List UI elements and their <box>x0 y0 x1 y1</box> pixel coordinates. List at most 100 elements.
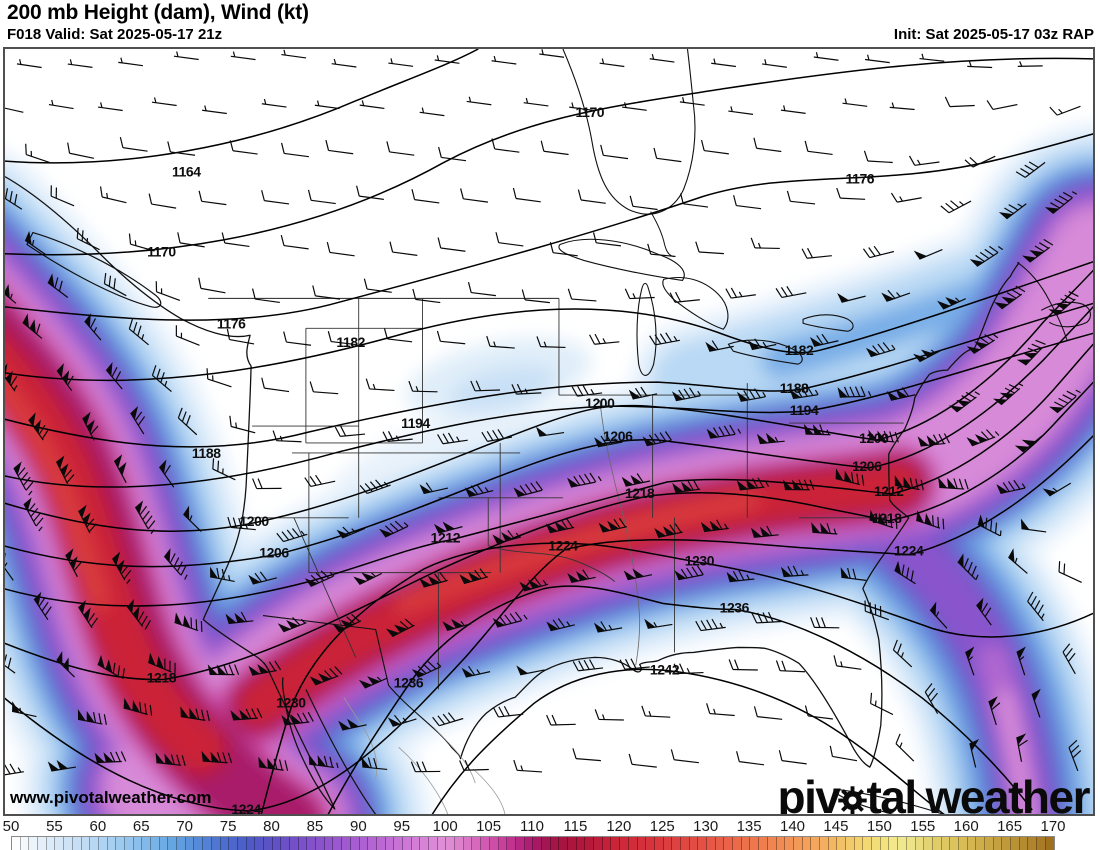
colorbar-cell <box>767 837 777 850</box>
wind-barb <box>572 748 601 762</box>
colorbar-cell <box>498 837 508 850</box>
wind-barb <box>419 571 448 588</box>
colorbar-cell <box>185 837 195 850</box>
wind-barb <box>775 286 807 299</box>
colorbar-cell <box>854 837 864 850</box>
wind-barb <box>594 709 624 721</box>
wind-barb <box>836 187 866 200</box>
colorbar-cell <box>515 837 525 850</box>
colorbar-cell <box>472 837 482 850</box>
wind-barb <box>151 365 172 393</box>
wind-barb <box>711 58 736 68</box>
colorbar-cell <box>46 837 56 850</box>
wind-barb <box>336 526 366 539</box>
wind-barb <box>175 325 200 346</box>
wind-barb <box>976 597 992 626</box>
wind-barb <box>56 651 75 678</box>
wind-barb <box>969 738 980 768</box>
logo-text-weather: weather <box>925 771 1091 816</box>
wind-barb <box>11 701 37 718</box>
wind-barb <box>864 600 889 621</box>
wind-barb <box>966 334 999 355</box>
wind-barb <box>869 509 898 529</box>
contour-label: 1236 <box>394 674 424 690</box>
colorbar-cell <box>29 837 39 850</box>
wind-barb <box>130 405 146 435</box>
contour-label: 1200 <box>239 513 269 529</box>
wind-barb <box>1027 591 1045 622</box>
colorbar-cell <box>133 837 143 850</box>
wind-barb <box>309 381 339 395</box>
wind-barb <box>433 521 463 534</box>
contour-label: 1224 <box>231 801 261 814</box>
wind-barb <box>789 385 819 400</box>
wind-barb <box>589 333 620 345</box>
wind-barb <box>762 59 787 68</box>
colorbar-cell <box>846 837 855 850</box>
wind-barb <box>628 753 657 768</box>
colorbar-cell <box>220 837 230 850</box>
colorbar-cell <box>385 837 395 850</box>
contour-label: 1218 <box>147 669 177 685</box>
wind-barb <box>957 553 979 580</box>
wind-barb <box>22 313 43 339</box>
wind-barb <box>967 61 993 69</box>
colorbar-cell <box>429 837 438 850</box>
wind-barb <box>917 433 950 447</box>
wind-barb <box>309 666 343 686</box>
colorbar-cell <box>481 837 490 850</box>
colorbar-cell <box>663 837 673 850</box>
colorbar-cell <box>550 837 560 850</box>
contour-labels: 1164 1170 1170 1176 1176 1182 1182 1188 1188 1194… <box>147 104 925 814</box>
page-title: 200 mb Height (dam), Wind (kt) <box>7 1 309 24</box>
wind-barb <box>725 287 756 299</box>
colorbar-cell <box>359 837 369 850</box>
wind-barb <box>459 760 489 771</box>
colorbar-cell <box>324 837 334 850</box>
wind-barb <box>813 52 839 61</box>
wind-barb <box>938 477 969 490</box>
wind-barb <box>230 51 256 61</box>
colorbar-cell <box>64 837 73 850</box>
colorbar-cell <box>958 837 968 850</box>
colorbar-cell <box>889 837 899 850</box>
wind-barb <box>24 230 46 255</box>
colorbar-tick: 125 <box>649 818 675 835</box>
wind-barb <box>383 328 413 343</box>
wind-barb <box>700 140 729 155</box>
wind-barb <box>969 245 1004 267</box>
wind-barb <box>1068 739 1082 772</box>
colorbar-cell <box>533 837 542 850</box>
colorbar-cell <box>819 837 829 850</box>
colorbar-cell <box>263 837 273 850</box>
wind-barb <box>621 102 647 111</box>
wind-barb <box>411 661 442 678</box>
colorbar-cell <box>116 837 125 850</box>
wind-barb <box>567 569 596 583</box>
colorbar-cell <box>872 837 881 850</box>
wind-barb <box>600 144 629 160</box>
colorbar-cell <box>637 837 647 850</box>
contour-label: 1230 <box>276 694 306 710</box>
wind-barb <box>56 363 74 392</box>
wind-barb <box>408 380 438 393</box>
colorbar-cell <box>811 837 820 850</box>
wind-barb <box>48 99 74 110</box>
wind-barb <box>1044 191 1078 215</box>
colorbar-cell <box>715 837 725 850</box>
wind-barb <box>966 429 1000 447</box>
wind-barb <box>629 195 658 211</box>
wind-barb <box>461 665 491 678</box>
wind-barb <box>680 193 709 208</box>
contour-label: 1176 <box>846 171 875 187</box>
wind-barb <box>833 655 862 670</box>
colorbar-cell <box>915 837 925 850</box>
wind-barb <box>513 481 543 498</box>
colorbar-cell <box>177 837 186 850</box>
wind-barb <box>571 385 603 397</box>
wind-barb <box>123 697 153 716</box>
wind-barb <box>567 288 597 302</box>
colorbar-tick: 60 <box>89 818 107 835</box>
wind-barb <box>436 330 466 345</box>
wind-barb <box>410 761 441 773</box>
